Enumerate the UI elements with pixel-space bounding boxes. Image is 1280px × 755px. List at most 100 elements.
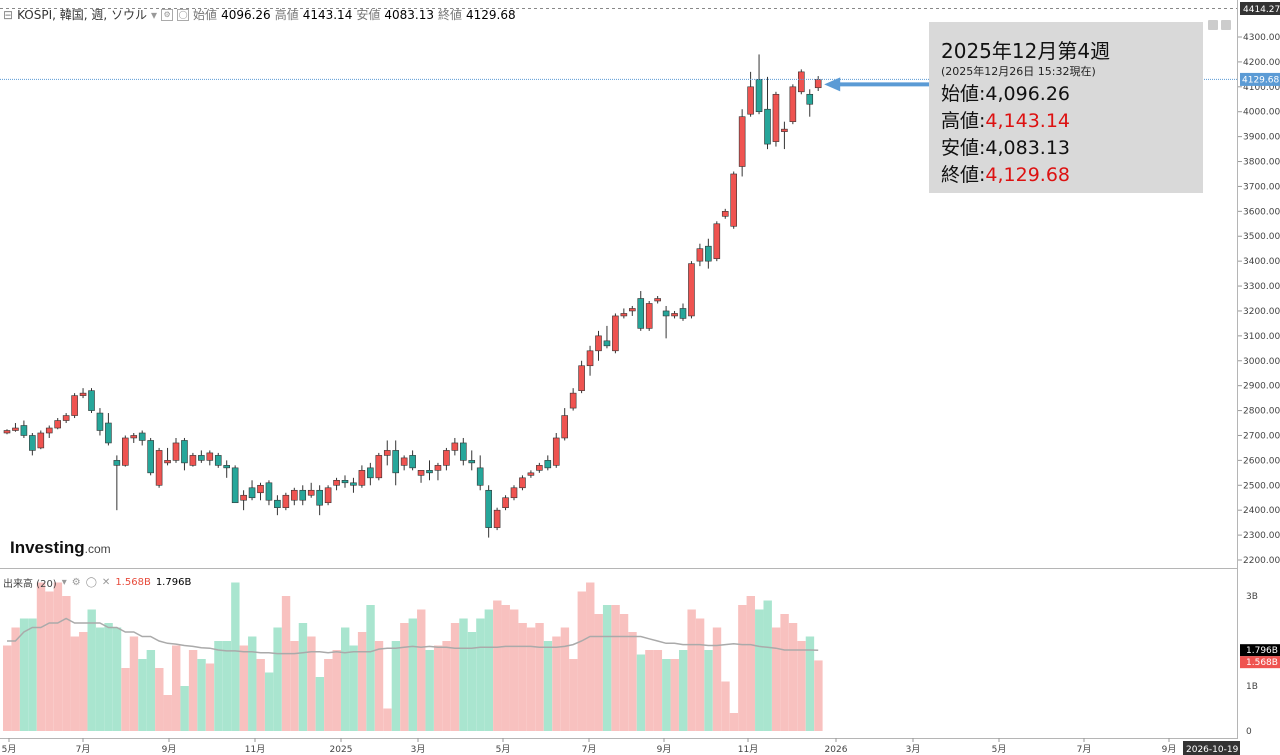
volume-bar[interactable] xyxy=(493,600,502,732)
candle[interactable] xyxy=(730,171,738,229)
volume-bar[interactable] xyxy=(704,650,713,731)
candle[interactable] xyxy=(164,447,171,466)
volume-bar[interactable] xyxy=(619,614,629,731)
volume-bar[interactable] xyxy=(180,686,189,731)
volume-bar[interactable] xyxy=(543,641,553,731)
candle[interactable] xyxy=(645,300,653,331)
candle[interactable] xyxy=(772,91,780,147)
volume-bar[interactable] xyxy=(476,618,485,732)
volume-bar[interactable] xyxy=(552,636,561,732)
candle[interactable] xyxy=(307,482,315,498)
candle[interactable] xyxy=(12,423,19,432)
volume-bar[interactable] xyxy=(780,614,789,731)
candle[interactable] xyxy=(417,470,425,483)
volume-bar[interactable] xyxy=(611,605,620,731)
candle[interactable] xyxy=(248,480,256,501)
volume-bar[interactable] xyxy=(341,627,350,732)
volume-bar[interactable] xyxy=(670,659,679,731)
candle[interactable] xyxy=(358,465,366,488)
volume-hide-icon[interactable]: ◯ xyxy=(85,577,97,588)
candle[interactable] xyxy=(130,432,138,443)
volume-bar[interactable] xyxy=(188,650,198,731)
volume-bar[interactable] xyxy=(87,609,96,732)
candle[interactable] xyxy=(88,388,95,414)
candle[interactable] xyxy=(485,485,492,538)
volume-bar[interactable] xyxy=(138,659,147,731)
volume-bar[interactable] xyxy=(510,609,519,732)
candle[interactable] xyxy=(789,84,797,125)
candle[interactable] xyxy=(290,487,298,506)
volume-close-icon[interactable]: ✕ xyxy=(101,577,111,588)
volume-bar[interactable] xyxy=(695,618,705,732)
volume-bar[interactable] xyxy=(408,618,417,732)
volume-bar[interactable] xyxy=(738,605,747,731)
volume-bar[interactable] xyxy=(797,641,806,731)
candle[interactable] xyxy=(510,485,518,501)
volume-bar[interactable] xyxy=(721,681,730,732)
candle[interactable] xyxy=(654,296,661,304)
volume-bar[interactable] xyxy=(70,636,79,732)
candle[interactable] xyxy=(189,452,197,467)
volume-bar[interactable] xyxy=(628,632,637,731)
volume-bar[interactable] xyxy=(679,650,688,731)
volume-bar[interactable] xyxy=(104,623,113,731)
volume-bar[interactable] xyxy=(771,627,781,732)
pane-maximize-icon[interactable] xyxy=(1208,20,1218,30)
candle[interactable] xyxy=(628,305,636,316)
volume-bar[interactable] xyxy=(95,627,105,732)
volume-bar[interactable] xyxy=(560,627,570,732)
candle[interactable] xyxy=(561,408,569,441)
volume-bar[interactable] xyxy=(239,645,248,732)
candle[interactable] xyxy=(257,482,264,501)
volume-bar[interactable] xyxy=(729,713,739,731)
candle[interactable] xyxy=(181,437,188,471)
volume-bar[interactable] xyxy=(28,618,37,732)
candle[interactable] xyxy=(569,388,577,411)
volume-bar[interactable] xyxy=(755,609,764,732)
candle[interactable] xyxy=(459,437,467,466)
volume-bar[interactable] xyxy=(205,663,215,732)
volume-bar[interactable] xyxy=(653,650,663,731)
volume-bar[interactable] xyxy=(400,623,409,731)
candle[interactable] xyxy=(781,121,788,150)
candle[interactable] xyxy=(96,408,104,436)
volume-bar[interactable] xyxy=(366,605,375,731)
volume-bar[interactable] xyxy=(332,650,341,731)
volume-bar[interactable] xyxy=(155,668,164,731)
volume-bar[interactable] xyxy=(687,609,696,732)
volume-bar[interactable] xyxy=(526,627,536,732)
volume-bar[interactable] xyxy=(594,614,603,731)
volume-label[interactable]: 出来高 (20) xyxy=(3,579,57,590)
volume-bar[interactable] xyxy=(3,645,12,732)
volume-bar[interactable] xyxy=(433,645,443,732)
candle[interactable] xyxy=(341,475,349,488)
pane-minimize-icon[interactable] xyxy=(1221,20,1231,30)
candle[interactable] xyxy=(502,495,509,511)
settings-icon[interactable]: ⚙ xyxy=(161,8,174,21)
candle[interactable] xyxy=(705,238,712,269)
candle[interactable] xyxy=(662,305,670,339)
volume-bar[interactable] xyxy=(357,632,367,731)
candle[interactable] xyxy=(105,413,112,446)
volume-bar[interactable] xyxy=(264,672,274,732)
candle[interactable] xyxy=(713,221,721,262)
candle[interactable] xyxy=(274,495,281,516)
volume-bar[interactable] xyxy=(248,636,257,732)
volume-bar[interactable] xyxy=(273,627,282,732)
volume-bar[interactable] xyxy=(442,641,451,731)
candle[interactable] xyxy=(333,477,340,491)
candle[interactable] xyxy=(434,462,442,481)
candle[interactable] xyxy=(324,485,332,506)
volume-bar[interactable] xyxy=(129,636,139,732)
candle[interactable] xyxy=(240,490,247,511)
candle[interactable] xyxy=(265,480,273,506)
volume-bar[interactable] xyxy=(349,645,358,732)
candle[interactable] xyxy=(476,455,484,491)
candle[interactable] xyxy=(637,291,645,331)
volume-bar[interactable] xyxy=(121,668,130,731)
candle[interactable] xyxy=(552,432,560,468)
candle[interactable] xyxy=(299,485,307,506)
volume-bar[interactable] xyxy=(281,596,291,731)
volume-bar[interactable] xyxy=(602,605,612,731)
